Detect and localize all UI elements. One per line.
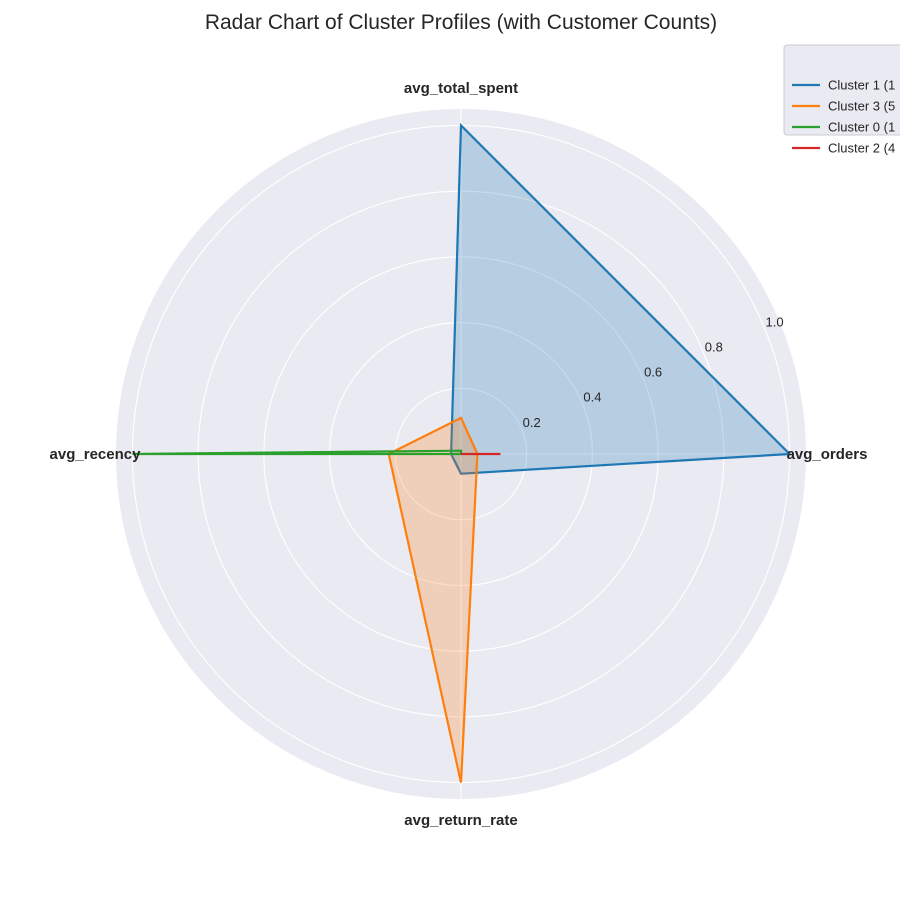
series-fill-0 <box>451 125 790 474</box>
axis-labels: avg_orders avg_total_spent avg_recency avg_… <box>50 80 868 829</box>
legend-label-3: Cluster 2 (4 <box>828 141 895 156</box>
series-group <box>132 122 793 783</box>
legend-label-1: Cluster 3 (5 <box>828 99 895 114</box>
legend: Cluster 1 (1 Cluster 3 (5 Cluster 0 (1 Clus… <box>783 44 900 156</box>
legend-label-2: Cluster 0 (1 <box>828 120 895 135</box>
legend-box <box>783 44 900 136</box>
radial-tick-label-1: 0.4 <box>583 390 601 405</box>
series-fill-1 <box>388 417 478 783</box>
radial-tick-label-3: 0.8 <box>705 339 723 354</box>
radial-tick-label-4: 1.0 <box>766 314 784 329</box>
legend-label-0: Cluster 1 (1 <box>828 78 895 93</box>
chart-title: Radar Chart of Cluster Profiles (with Cu… <box>205 11 717 34</box>
axis-label-avg-total-spent: avg_total_spent <box>404 80 518 97</box>
radial-tick-label-0: 0.2 <box>523 415 541 430</box>
axis-label-avg-recency: avg_recency <box>50 446 142 463</box>
radial-tick-label-2: 0.6 <box>644 365 662 380</box>
series-line-2 <box>132 449 463 456</box>
axis-label-avg-return-rate: avg_return_rate <box>404 812 517 829</box>
radial-ticks: 0.2 0.4 0.6 0.8 1.0 <box>523 314 784 430</box>
axis-label-avg-orders: avg_orders <box>787 446 868 463</box>
